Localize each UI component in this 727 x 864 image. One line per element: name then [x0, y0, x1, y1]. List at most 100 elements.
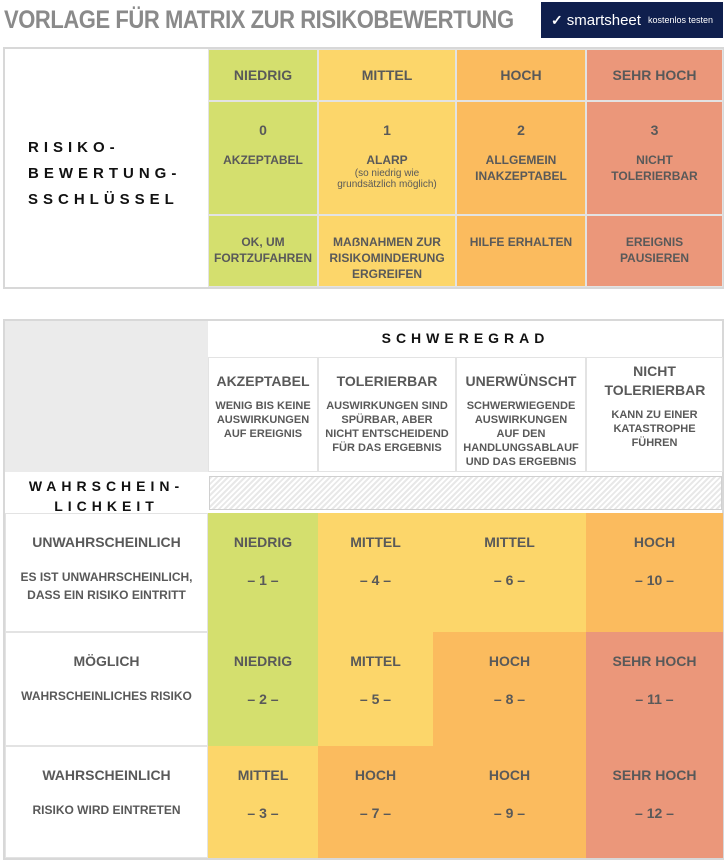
score-value: 2	[517, 122, 525, 138]
likelihood-title: WAHRSCHEINLICH	[42, 767, 171, 783]
risk-score: – 5 –	[359, 691, 392, 707]
risk-score: – 11 –	[635, 691, 674, 707]
likelihood-label: WAHRSCHEIN- LICHKEIT	[5, 476, 208, 516]
key-meaning-cell: 3 NICHT TOLERIERBAR	[586, 101, 723, 215]
key-level-cell: NIEDRIG	[208, 49, 318, 101]
severity-header-cell: AKZEPTABEL WENIG BIS KEINE AUSWIRKUNGEN A…	[208, 357, 318, 472]
severity-label: SCHWEREGRAD	[381, 330, 550, 346]
score-value: 3	[650, 122, 659, 138]
risk-score: – 1 –	[247, 572, 279, 588]
risk-level: NIEDRIG	[233, 534, 293, 550]
likelihood-description: WAHRSCHEINLICHES RISIKO	[21, 689, 192, 703]
score-value: 1	[383, 122, 391, 138]
level-label: MITTEL	[361, 67, 413, 83]
logo-brand: smartsheet	[566, 11, 641, 29]
action-label: MAẞNAHMEN ZUR RISIKOMINDERUNG ERGREIFEN	[329, 235, 445, 281]
severity-description: SCHWERWIEGENDE AUSWIRKUNGEN AUF DEN HAND…	[463, 400, 579, 468]
risk-cell: MITTEL – 5 –	[318, 632, 433, 746]
likelihood-row-header: MÖGLICH WAHRSCHEINLICHES RISIKO	[5, 632, 208, 746]
risk-score: – 9 –	[493, 805, 526, 821]
label-line: LICHKEIT	[54, 498, 159, 514]
risk-level: HOCH	[488, 767, 531, 783]
key-action-cell: OK, UM FORTZUFAHREN	[208, 215, 318, 287]
risk-score: – 12 –	[635, 805, 674, 821]
checkmark-icon: ✓	[551, 11, 563, 28]
corner-cell	[5, 321, 208, 472]
severity-header-cell: NICHT TOLERIERBAR KANN ZU EINER KATASTROP…	[586, 357, 723, 472]
risk-score: – 4 –	[359, 572, 392, 588]
risk-cell: SEHR HOCH – 12 –	[586, 746, 723, 858]
action-label: OK, UM FORTZUFAHREN	[214, 235, 313, 265]
key-level-cell: MITTEL	[318, 49, 456, 101]
severity-title: TOLERIERBAR	[336, 373, 438, 389]
severity-title: NICHT TOLERIERBAR	[604, 363, 706, 398]
meaning-label: ALLGEMEIN INAKZEPTABEL	[475, 153, 567, 183]
likelihood-row-header: WAHRSCHEINLICH RISIKO WIRD EINTRETEN	[5, 746, 208, 858]
risk-cell: NIEDRIG – 1 –	[208, 513, 318, 632]
risk-key-table	[3, 47, 724, 289]
label-line: RISIKO-	[28, 139, 120, 156]
risk-level: MITTEL	[484, 534, 535, 550]
key-action-cell: EREIGNIS PAUSIEREN	[586, 215, 723, 287]
key-meaning-cell: 2 ALLGEMEIN INAKZEPTABEL	[456, 101, 586, 215]
likelihood-row-header: UNWAHRSCHEINLICH ES IST UNWAHRSCHEINLICH,…	[5, 513, 208, 632]
hatched-spacer	[209, 476, 722, 510]
risk-cell: HOCH – 7 –	[318, 746, 433, 858]
risk-level: HOCH	[354, 767, 397, 783]
page-title: VORLAGE FÜR MATRIX ZUR RISIKOBEWERTUNG	[4, 6, 514, 34]
meaning-label: NICHT TOLERIERBAR	[611, 153, 698, 183]
risk-level: MITTEL	[237, 767, 289, 783]
key-meaning-cell: 1 ALARP (so niedrig wie grundsätzlich mögl…	[318, 101, 456, 215]
level-label: NIEDRIG	[233, 67, 293, 83]
smartsheet-logo-button[interactable]: ✓ smartsheet kostenlos testen	[541, 2, 723, 38]
risk-cell: HOCH – 10 –	[586, 513, 723, 632]
key-action-cell: HILFE ERHALTEN	[456, 215, 586, 287]
likelihood-title: MÖGLICH	[73, 653, 140, 669]
likelihood-title: UNWAHRSCHEINLICH	[32, 534, 181, 550]
risk-level: NIEDRIG	[233, 653, 293, 669]
severity-title: AKZEPTABEL	[216, 373, 310, 389]
key-level-cell: HOCH	[456, 49, 586, 101]
risk-cell: MITTEL – 4 –	[318, 513, 433, 632]
key-action-cell: MAẞNAHMEN ZUR RISIKOMINDERUNG ERGREIFEN	[318, 215, 456, 287]
action-label: EREIGNIS PAUSIEREN	[619, 235, 690, 265]
severity-title: UNERWÜNSCHT	[465, 373, 577, 389]
severity-header-cell: UNERWÜNSCHT SCHWERWIEGENDE AUSWIRKUNGEN A…	[456, 357, 586, 472]
label-line: SSCHLÜSSEL	[28, 191, 179, 208]
risk-level: HOCH	[633, 534, 676, 550]
risk-cell: HOCH – 9 –	[433, 746, 586, 858]
label-line: WAHRSCHEIN-	[28, 478, 185, 494]
likelihood-description: RISIKO WIRD EINTRETEN	[32, 803, 181, 817]
risk-level: HOCH	[488, 653, 531, 669]
risk-score: – 8 –	[493, 691, 526, 707]
risk-level: SEHR HOCH	[612, 653, 697, 669]
action-label: HILFE ERHALTEN	[469, 235, 573, 249]
risk-score: – 3 –	[247, 805, 279, 821]
severity-header-cell: TOLERIERBAR AUSWIRKUNGEN SIND SPÜRBAR, AB…	[318, 357, 456, 472]
risk-matrix-table	[3, 319, 724, 860]
risk-score: – 10 –	[635, 572, 674, 588]
risk-score: – 6 –	[493, 572, 526, 588]
meaning-label: AKZEPTABEL	[223, 153, 303, 167]
meaning-label: ALARP	[366, 153, 408, 167]
severity-description: AUSWIRKUNGEN SIND SPÜRBAR, ABER NICHT EN…	[325, 400, 449, 454]
key-meaning-cell: 0 AKZEPTABEL	[208, 101, 318, 215]
severity-description: KANN ZU EINER KATASTROPHE FÜHREN	[611, 409, 698, 449]
risk-level: SEHR HOCH	[612, 767, 697, 783]
level-label: SEHR HOCH	[612, 67, 697, 83]
likelihood-description: ES IST UNWAHRSCHEINLICH, DASS EIN RISIKO…	[20, 570, 193, 602]
risk-cell: HOCH – 8 –	[433, 632, 586, 746]
risk-score: – 2 –	[247, 691, 279, 707]
risk-level: MITTEL	[350, 653, 401, 669]
score-value: 0	[259, 122, 267, 138]
logo-cta: kostenlos testen	[647, 15, 713, 25]
severity-description: WENIG BIS KEINE AUSWIRKUNGEN AUF EREIGNI…	[215, 400, 311, 440]
key-level-cell: SEHR HOCH	[586, 49, 723, 101]
risk-cell: MITTEL – 3 –	[208, 746, 318, 858]
risk-cell: SEHR HOCH – 11 –	[586, 632, 723, 746]
risk-level: MITTEL	[350, 534, 401, 550]
risk-key-label: RISIKO- BEWERTUNG- SSCHLÜSSEL	[28, 135, 181, 213]
level-label: HOCH	[500, 67, 542, 83]
meaning-note: (so niedrig wie grundsätzlich möglich)	[337, 168, 437, 190]
label-line: BEWERTUNG-	[28, 165, 182, 182]
